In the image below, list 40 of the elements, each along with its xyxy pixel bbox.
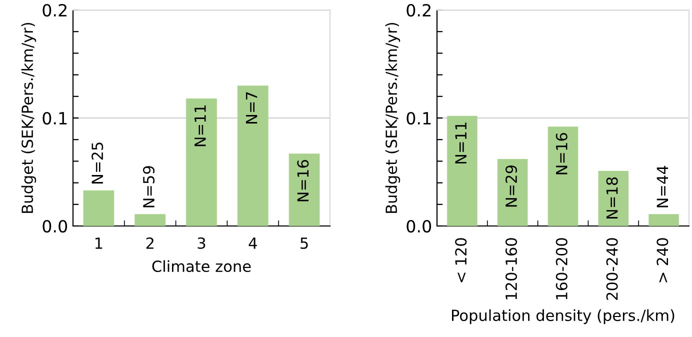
annotation: N=11 xyxy=(455,122,466,164)
x-tick-label: 200-240 xyxy=(606,238,618,300)
annotation: N=16 xyxy=(297,160,309,202)
y-axis-title: Budget (SEK/Pers./km/yr) xyxy=(385,22,400,213)
annotation: N=25 xyxy=(92,142,104,184)
y-tick-label: 0.0 xyxy=(42,220,68,233)
bar xyxy=(134,214,166,226)
bar xyxy=(83,190,114,226)
x-tick-label: 120-160 xyxy=(505,238,518,300)
y-tick-label: 0.1 xyxy=(406,112,431,125)
x-axis-title: Climate zone xyxy=(152,260,251,272)
x-axis-title: Population density (pers./km) xyxy=(452,309,674,324)
annotation: N=59 xyxy=(142,166,155,208)
annotation: N=44 xyxy=(656,166,668,208)
annotation: N=29 xyxy=(505,166,518,207)
annotation: N=16 xyxy=(556,133,568,174)
y-tick-label: 0.0 xyxy=(406,220,432,233)
y-tick-label: 0.2 xyxy=(42,4,66,17)
bar xyxy=(288,154,320,226)
bar xyxy=(598,170,629,226)
bar xyxy=(447,116,478,226)
x-tick-label: 2 xyxy=(146,237,154,249)
y-axis-title: Budget (SEK/Pers./km/yr) xyxy=(21,22,36,213)
x-tick-label: 3 xyxy=(198,237,206,249)
annotation: N=18 xyxy=(606,177,618,218)
bar xyxy=(548,126,578,226)
y-tick-label: 0.1 xyxy=(42,112,67,125)
bar xyxy=(237,86,268,226)
annotation: N=11 xyxy=(194,105,206,146)
x-tick-label: 4 xyxy=(248,238,257,249)
y-tick-label: 0.2 xyxy=(406,4,430,17)
x-tick-label: 160-200 xyxy=(556,238,568,300)
annotation: N=7 xyxy=(246,92,258,124)
bar xyxy=(186,98,217,226)
x-tick-label: < 120 xyxy=(455,238,467,282)
x-tick-label: 5 xyxy=(300,238,308,249)
bar xyxy=(648,214,679,226)
x-tick-label: 1 xyxy=(96,238,102,249)
x-tick-label: > 240 xyxy=(656,238,668,282)
bar xyxy=(497,159,528,226)
